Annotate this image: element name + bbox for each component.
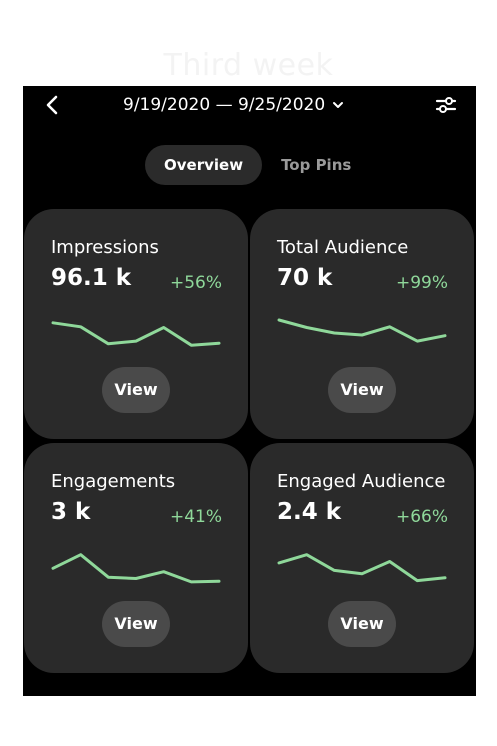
date-range-label: 9/19/2020 — 9/25/2020 xyxy=(123,95,326,115)
metric-card-engagements: Engagements 3 k +41% View xyxy=(24,443,248,673)
metric-label: Engagements xyxy=(51,471,176,492)
metric-change: +66% xyxy=(395,507,448,527)
metric-card-impressions: Impressions 96.1 k +56% View xyxy=(24,209,248,439)
metric-label: Total Audience xyxy=(277,237,409,258)
trend-sparkline xyxy=(277,318,447,343)
metric-value: 3 k xyxy=(51,499,91,525)
metric-value: 96.1 k xyxy=(51,265,132,291)
metric-card-engaged-audience: Engaged Audience 2.4 k +66% View xyxy=(250,443,474,673)
metric-value: 2.4 k xyxy=(277,499,342,525)
back-button[interactable] xyxy=(41,93,65,117)
trend-sparkline xyxy=(277,553,447,583)
trend-sparkline xyxy=(51,553,221,584)
metric-value: 70 k xyxy=(277,265,333,291)
metric-change: +41% xyxy=(169,507,222,527)
view-button[interactable]: View xyxy=(102,367,170,413)
analytics-screen: 9/19/2020 — 9/25/2020 Overview Top Pins … xyxy=(23,86,476,696)
filter-button[interactable] xyxy=(434,93,458,117)
date-range-selector[interactable]: 9/19/2020 — 9/25/2020 xyxy=(123,92,345,118)
sliders-icon xyxy=(435,97,457,113)
view-button[interactable]: View xyxy=(328,367,396,413)
tab-top-pins[interactable]: Top Pins xyxy=(281,156,352,174)
metric-change: +99% xyxy=(395,273,448,293)
chevron-down-icon xyxy=(333,102,344,108)
view-button[interactable]: View xyxy=(102,601,170,647)
page-caption: Third week xyxy=(163,48,334,83)
metric-label: Impressions xyxy=(51,237,159,258)
metric-card-total-audience: Total Audience 70 k +99% View xyxy=(250,209,474,439)
tab-overview[interactable]: Overview xyxy=(145,145,263,185)
arrow-left-icon xyxy=(46,95,58,115)
top-bar: 9/19/2020 — 9/25/2020 xyxy=(23,86,476,124)
trend-sparkline xyxy=(51,321,221,347)
metric-change: +56% xyxy=(169,273,222,293)
view-button[interactable]: View xyxy=(328,601,396,647)
metric-label: Engaged Audience xyxy=(277,471,446,492)
tab-bar: Overview Top Pins xyxy=(145,145,370,185)
